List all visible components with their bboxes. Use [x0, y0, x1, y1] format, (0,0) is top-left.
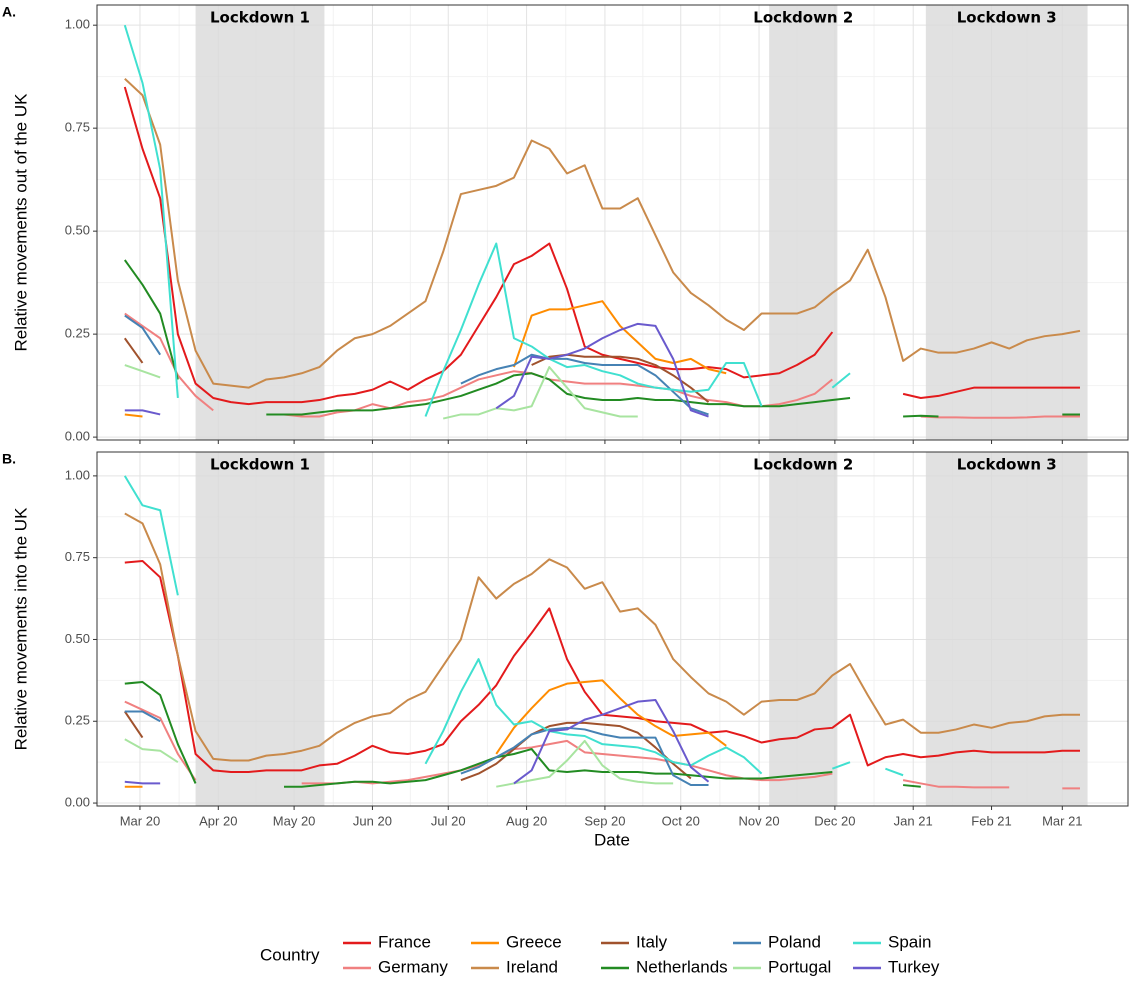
- series-line: [124, 314, 709, 416]
- legend-label: Italy: [636, 932, 668, 951]
- series-line: [124, 738, 674, 788]
- x-tick-label: Jul 20: [431, 813, 466, 828]
- series-line: [124, 710, 709, 787]
- lockdown-shading: [925, 452, 1088, 806]
- legend-label: France: [378, 932, 431, 951]
- legend-label: Ireland: [506, 957, 558, 976]
- series-line: [123, 86, 1080, 406]
- y-tick-label: 0.75: [65, 549, 90, 564]
- y-tick-label: 0.25: [65, 326, 90, 341]
- series-line: [123, 710, 692, 782]
- legend-label: Netherlands: [636, 957, 728, 976]
- x-tick-label: Nov 20: [738, 813, 779, 828]
- y-axis-title: Relative movements into the UK: [11, 507, 30, 750]
- series-line: [124, 679, 727, 788]
- y-tick-label: 0.00: [65, 429, 90, 444]
- legend-label: Poland: [768, 932, 821, 951]
- y-tick-label: 0.25: [65, 713, 90, 728]
- lockdown-label: Lockdown 3: [957, 456, 1057, 474]
- x-tick-label: Jan 21: [894, 813, 933, 828]
- x-tick-label: May 20: [273, 813, 316, 828]
- lockdown-shading: [195, 452, 325, 806]
- x-tick-label: Jun 20: [353, 813, 392, 828]
- lockdown-label: Lockdown 2: [753, 456, 853, 474]
- x-axis-title: Date: [594, 830, 630, 849]
- legend-label: Turkey: [888, 957, 940, 976]
- lockdown-label: Lockdown 1: [210, 9, 310, 27]
- x-tick-label: Sep 20: [584, 813, 625, 828]
- y-axis-title: Relative movements out of the UK: [11, 93, 30, 352]
- series-line: [124, 322, 709, 418]
- lockdown-shading: [769, 5, 838, 440]
- series-line: [123, 259, 1080, 418]
- lockdown-shading: [195, 5, 325, 440]
- series-line: [124, 700, 1080, 790]
- y-tick-label: 1.00: [65, 17, 90, 32]
- x-tick-label: Apr 20: [199, 813, 237, 828]
- panel-label: A.: [2, 4, 16, 20]
- series-line: [124, 699, 710, 785]
- panel-label: B.: [2, 451, 16, 467]
- x-tick-label: Dec 20: [814, 813, 855, 828]
- y-tick-label: 1.00: [65, 467, 90, 482]
- series-line: [124, 681, 921, 788]
- lockdown-label: Lockdown 3: [957, 9, 1057, 27]
- plot-border: [96, 451, 1129, 807]
- plot-border: [96, 4, 1129, 441]
- legend-label: Greece: [506, 932, 562, 951]
- lockdown-shading: [769, 452, 838, 806]
- legend-title: Country: [260, 945, 320, 964]
- legend-label: Spain: [888, 932, 931, 951]
- x-tick-label: Mar 20: [120, 813, 160, 828]
- y-tick-label: 0.50: [65, 631, 90, 646]
- series-line: [123, 24, 851, 417]
- y-tick-label: 0.00: [65, 794, 90, 809]
- series-line: [124, 512, 1080, 762]
- legend-label: Germany: [378, 957, 448, 976]
- x-tick-label: Feb 21: [971, 813, 1011, 828]
- series-line: [124, 78, 1081, 389]
- lockdown-label: Lockdown 2: [753, 9, 853, 27]
- y-tick-label: 0.75: [65, 120, 90, 135]
- x-tick-label: Aug 20: [506, 813, 547, 828]
- x-tick-label: Mar 21: [1042, 813, 1082, 828]
- x-tick-label: Oct 20: [662, 813, 700, 828]
- series-line: [123, 475, 904, 777]
- series-line: [124, 300, 727, 418]
- y-tick-label: 0.50: [65, 223, 90, 238]
- lockdown-shading: [925, 5, 1088, 440]
- series-line: [124, 364, 638, 420]
- legend-label: Portugal: [768, 957, 831, 976]
- lockdown-label: Lockdown 1: [210, 456, 310, 474]
